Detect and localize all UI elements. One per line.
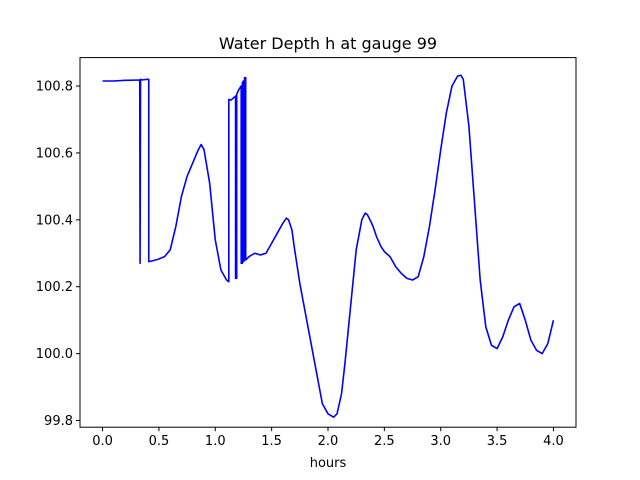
y-tick-label: 99.8 xyxy=(44,414,73,429)
y-tick-label: 100.2 xyxy=(36,280,73,295)
x-tick-label: 0.0 xyxy=(92,434,113,449)
x-axis: 0.0 0.5 1.0 1.5 2.0 2.5 3.0 3.5 4.0 xyxy=(92,427,564,449)
x-tick-label: 0.5 xyxy=(149,434,170,449)
series-line-0 xyxy=(102,74,555,418)
x-tick-label: 3.5 xyxy=(487,434,508,449)
x-tick-label: 2.5 xyxy=(374,434,395,449)
x-tick-label: 2.0 xyxy=(318,434,339,449)
y-tick-label: 100.4 xyxy=(36,213,73,228)
y-tick-label: 100.8 xyxy=(36,80,73,95)
x-tick-label: 4.0 xyxy=(543,434,564,449)
x-tick-label: 3.0 xyxy=(430,434,451,449)
x-axis-label: hours xyxy=(310,456,347,471)
y-tick-label: 100.0 xyxy=(36,347,73,362)
chart-title: Water Depth h at gauge 99 xyxy=(219,34,437,53)
x-tick-label: 1.0 xyxy=(205,434,226,449)
y-axis: 99.8 100.0 100.2 100.4 100.6 100.8 xyxy=(36,80,80,429)
series-layer xyxy=(102,74,555,418)
y-tick-label: 100.6 xyxy=(36,146,73,161)
x-tick-label: 1.5 xyxy=(261,434,282,449)
